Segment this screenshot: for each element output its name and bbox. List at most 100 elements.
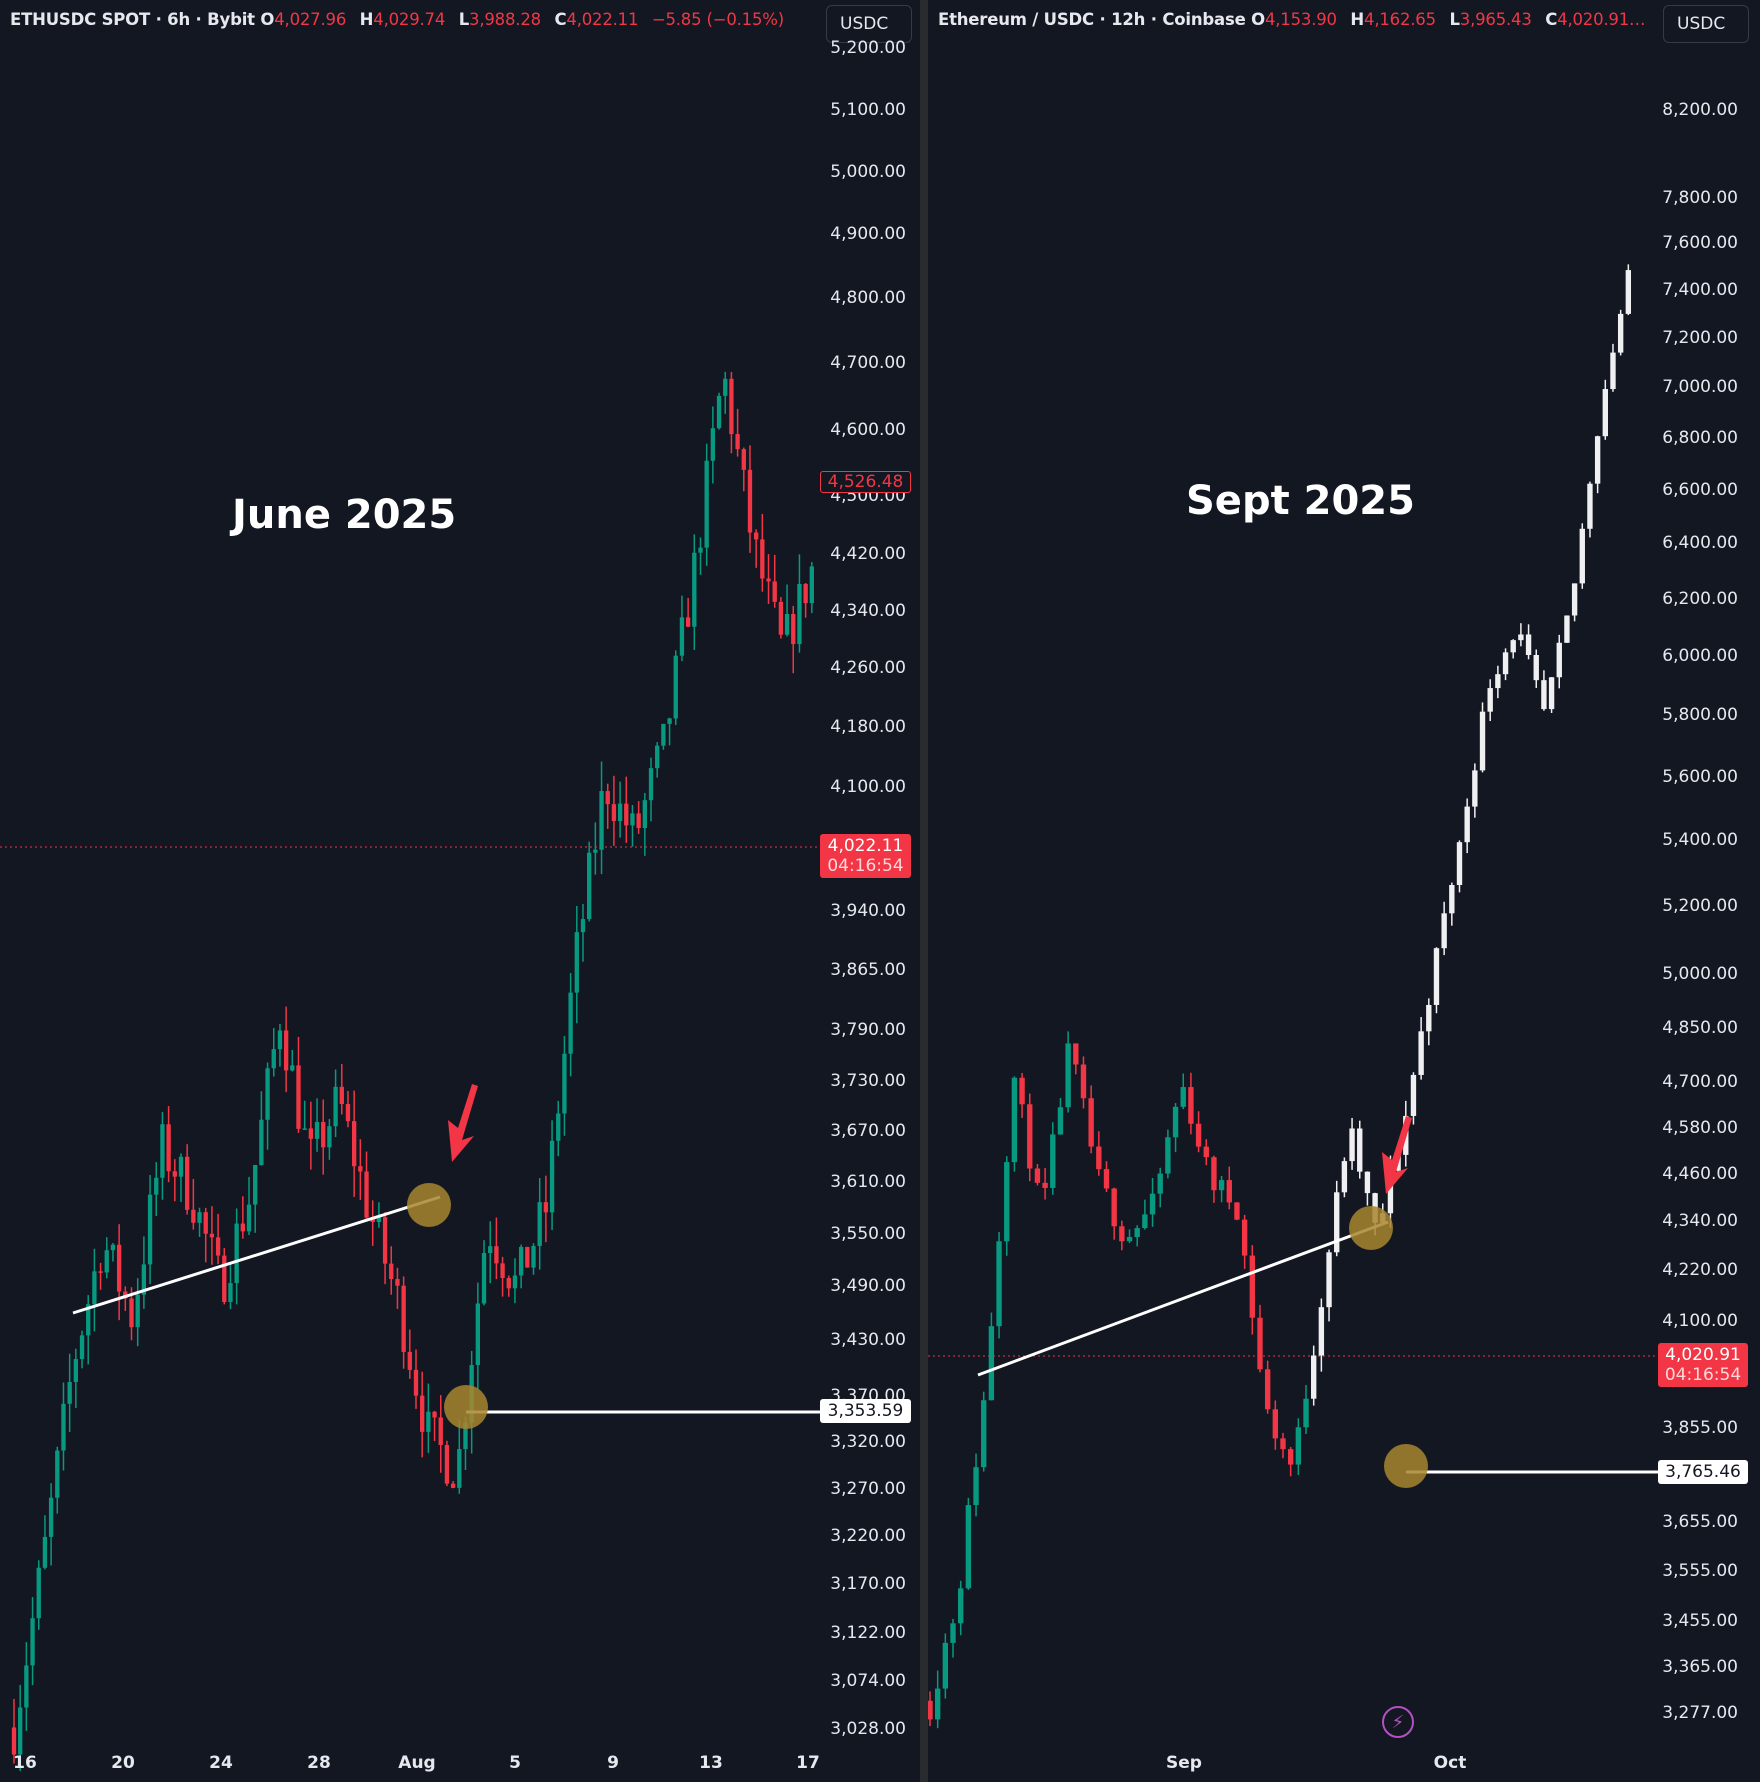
right-bar-countdown: 04:16:54 xyxy=(1664,1365,1742,1385)
price-axis-label: 3,555.00 xyxy=(1662,1561,1738,1581)
left-currency-button[interactable]: USDC xyxy=(826,5,912,43)
candle-body xyxy=(1318,1307,1325,1356)
candle-body xyxy=(358,1166,363,1172)
price-axis-label: 4,260.00 xyxy=(830,658,906,678)
breakdown-marker[interactable] xyxy=(407,1183,451,1227)
time-axis-label: 9 xyxy=(607,1753,619,1773)
candle-body xyxy=(154,1177,159,1195)
candle-body xyxy=(1142,1214,1148,1229)
candle-body xyxy=(1548,677,1555,710)
candle-body xyxy=(147,1194,153,1265)
price-axis-label: 4,900.00 xyxy=(830,224,906,244)
candle-body xyxy=(185,1156,190,1210)
candle-body xyxy=(61,1403,66,1451)
candle-body xyxy=(172,1171,177,1177)
price-axis-label: 5,800.00 xyxy=(1662,705,1738,725)
left-chart-pane[interactable]: ETHUSDC SPOT · 6h · Bybit O4,027.96 H4,0… xyxy=(0,0,920,1782)
candle-body xyxy=(296,1065,301,1129)
candle-body xyxy=(599,791,604,850)
candle-body xyxy=(1433,948,1440,1005)
left-candlestick-chart[interactable] xyxy=(0,0,920,1782)
candle-body xyxy=(166,1124,171,1172)
candle-body xyxy=(791,614,796,645)
candle-body xyxy=(1034,1168,1041,1183)
price-axis-label: 3,730.00 xyxy=(830,1071,906,1091)
candle-body xyxy=(1126,1237,1133,1242)
candle-body xyxy=(1004,1162,1010,1242)
price-axis-label: 5,100.00 xyxy=(830,100,906,120)
right-symbol[interactable]: Ethereum / USDC · 12h · Coinbase xyxy=(938,10,1246,29)
candle-body xyxy=(1587,483,1593,529)
candle-body xyxy=(444,1444,450,1484)
right-currency-button[interactable]: USDC xyxy=(1663,5,1749,43)
pane-divider[interactable] xyxy=(920,0,928,1782)
candle-body xyxy=(766,578,771,582)
time-axis-label: Oct xyxy=(1433,1753,1467,1773)
candle-body xyxy=(450,1483,456,1488)
candle-body xyxy=(475,1303,481,1366)
time-axis-label: 20 xyxy=(111,1753,135,1773)
candle-body xyxy=(1456,842,1463,885)
candle-body xyxy=(735,434,740,450)
price-axis-label: 4,460.00 xyxy=(1662,1164,1738,1184)
price-axis-label: 3,430.00 xyxy=(830,1330,906,1350)
left-current-price-tag: 4,022.11 04:16:54 xyxy=(820,834,911,878)
right-open: 4,153.90 xyxy=(1264,10,1337,29)
candle-body xyxy=(574,932,579,993)
candle-body xyxy=(760,539,765,579)
time-axis-label: 24 xyxy=(209,1753,233,1773)
candle-body xyxy=(389,1263,394,1280)
price-axis-label: 4,420.00 xyxy=(830,544,906,564)
candle-body xyxy=(549,1140,555,1213)
candle-body xyxy=(364,1171,369,1218)
right-ohlc-header: Ethereum / USDC · 12h · Coinbase O4,153.… xyxy=(938,10,1646,29)
breakdown-marker[interactable] xyxy=(1349,1206,1393,1250)
candle-body xyxy=(1027,1104,1033,1169)
candle-body xyxy=(729,378,734,435)
candle-body xyxy=(420,1395,425,1432)
candle-body xyxy=(1165,1137,1171,1174)
candle-body xyxy=(1011,1077,1018,1163)
candle-body xyxy=(981,1400,987,1468)
price-axis-label: 3,277.00 xyxy=(1662,1703,1738,1723)
candle-body xyxy=(624,803,629,826)
candle-body xyxy=(1042,1182,1048,1188)
low-marker[interactable] xyxy=(444,1385,488,1429)
candle-body xyxy=(413,1369,419,1396)
price-axis-label: 3,790.00 xyxy=(830,1020,906,1040)
right-support-price-tag: 3,765.46 xyxy=(1658,1460,1748,1484)
right-high: 4,162.65 xyxy=(1364,10,1436,29)
price-axis-label: 3,610.00 xyxy=(830,1172,906,1192)
candle-body xyxy=(679,617,685,656)
candle-body xyxy=(376,1217,382,1223)
candle-body xyxy=(488,1246,493,1254)
trendline[interactable] xyxy=(72,1195,441,1315)
price-axis-label: 3,490.00 xyxy=(830,1276,906,1296)
left-open: 4,027.96 xyxy=(274,10,347,29)
candle-body xyxy=(1556,642,1562,678)
right-low: 3,965.43 xyxy=(1459,10,1532,29)
candle-body xyxy=(1510,640,1516,653)
candle-body xyxy=(593,849,598,853)
candle-body xyxy=(48,1497,54,1537)
right-candlestick-chart[interactable] xyxy=(928,0,1760,1782)
lightning-alert-icon[interactable]: ⚡ xyxy=(1382,1706,1414,1738)
low-marker[interactable] xyxy=(1384,1444,1428,1488)
candle-body xyxy=(104,1250,109,1273)
candle-body xyxy=(996,1241,1002,1327)
price-axis-label: 7,000.00 xyxy=(1662,377,1738,397)
candle-body xyxy=(129,1298,134,1328)
time-axis-label: 13 xyxy=(699,1753,723,1773)
candle-body xyxy=(741,449,746,470)
candle-body xyxy=(809,566,814,604)
price-axis-label: 3,220.00 xyxy=(830,1526,906,1546)
trendline[interactable] xyxy=(977,1220,1389,1377)
candle-body xyxy=(1134,1228,1140,1238)
left-symbol[interactable]: ETHUSDC SPOT · 6h · Bybit xyxy=(10,10,255,29)
candle-body xyxy=(197,1212,202,1223)
right-chart-pane[interactable]: Ethereum / USDC · 12h · Coinbase O4,153.… xyxy=(928,0,1760,1782)
candle-body xyxy=(283,1030,289,1071)
candle-body xyxy=(246,1204,252,1232)
candle-body xyxy=(778,601,784,635)
candle-body xyxy=(500,1263,505,1278)
